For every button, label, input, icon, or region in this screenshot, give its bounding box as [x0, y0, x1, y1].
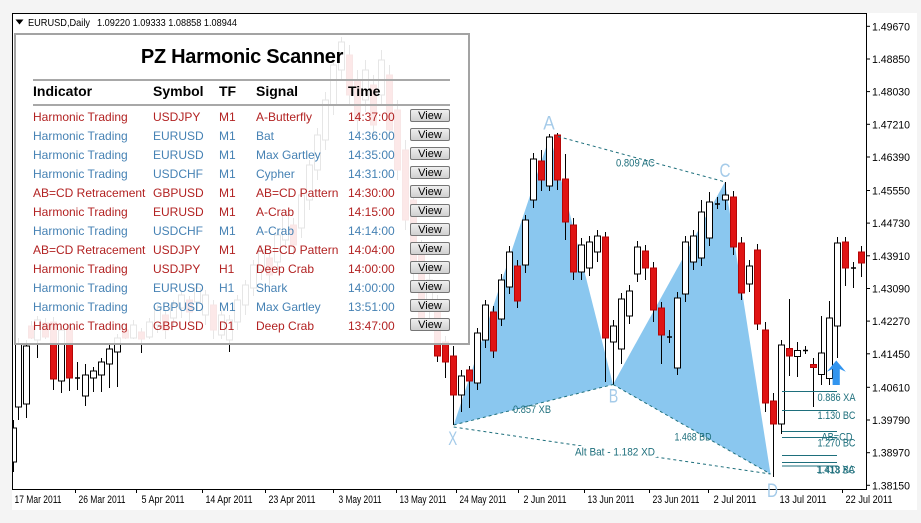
svg-text:14 Apr 2011: 14 Apr 2011: [206, 494, 253, 506]
svg-text:1.38150: 1.38150: [872, 480, 910, 492]
svg-text:1.38970: 1.38970: [872, 448, 910, 460]
svg-text:1.48850: 1.48850: [872, 54, 910, 66]
svg-text:1.47210: 1.47210: [872, 119, 910, 131]
svg-text:X: X: [448, 429, 457, 450]
svg-text:1.09220 1.09333 1.08858 1.0894: 1.09220 1.09333 1.08858 1.08944: [97, 17, 237, 29]
svg-text:23 Apr 2011: 23 Apr 2011: [269, 494, 316, 506]
svg-text:1.39790: 1.39790: [872, 415, 910, 427]
svg-text:0.809 AC: 0.809 AC: [616, 158, 655, 170]
svg-text:1.40610: 1.40610: [872, 382, 910, 394]
svg-text:1.468 BD: 1.468 BD: [675, 432, 712, 444]
svg-text:1.43910: 1.43910: [872, 251, 910, 263]
svg-text:0.886 XA: 0.886 XA: [818, 392, 857, 404]
svg-text:1.48030: 1.48030: [872, 87, 910, 99]
svg-text:1.42270: 1.42270: [872, 316, 910, 328]
svg-text:13 May 2011: 13 May 2011: [400, 494, 447, 506]
svg-text:B: B: [609, 387, 619, 408]
svg-text:1.49670: 1.49670: [872, 21, 910, 33]
svg-text:5 Apr 2011: 5 Apr 2011: [142, 494, 185, 506]
svg-text:Alt Bat - 1.182 XD: Alt Bat - 1.182 XD: [575, 447, 655, 459]
svg-text:AB=CD: AB=CD: [822, 432, 853, 444]
svg-text:A: A: [543, 114, 555, 135]
svg-text:22 Jul 2011: 22 Jul 2011: [846, 494, 893, 506]
svg-text:23 Jun 2011: 23 Jun 2011: [653, 494, 700, 506]
svg-text:1.44730: 1.44730: [872, 218, 910, 230]
svg-text:13 Jul 2011: 13 Jul 2011: [780, 494, 827, 506]
svg-text:3 May 2011: 3 May 2011: [339, 494, 382, 506]
svg-text:26 Mar 2011: 26 Mar 2011: [79, 494, 126, 506]
svg-text:1.130 BC: 1.130 BC: [818, 410, 856, 422]
svg-text:1.413 XA: 1.413 XA: [817, 464, 856, 476]
svg-text:EURUSD,Daily: EURUSD,Daily: [28, 17, 91, 29]
svg-text:1.41450: 1.41450: [872, 349, 910, 361]
svg-text:D: D: [767, 481, 778, 502]
svg-text:13 Jun 2011: 13 Jun 2011: [588, 494, 635, 506]
svg-text:C: C: [720, 161, 731, 182]
svg-text:1.270 BC: 1.270 BC: [818, 438, 856, 450]
svg-text:0.857 XB: 0.857 XB: [513, 404, 551, 416]
svg-text:24 May 2011: 24 May 2011: [460, 494, 507, 506]
svg-text:2 Jun 2011: 2 Jun 2011: [524, 494, 567, 506]
svg-text:1.43090: 1.43090: [872, 284, 910, 296]
svg-text:2 Jul 2011: 2 Jul 2011: [714, 494, 757, 506]
svg-text:1.418 BC: 1.418 BC: [818, 465, 856, 477]
svg-text:17 Mar 2011: 17 Mar 2011: [15, 494, 62, 506]
svg-text:1.46390: 1.46390: [872, 152, 910, 164]
svg-text:1.45550: 1.45550: [872, 186, 910, 198]
